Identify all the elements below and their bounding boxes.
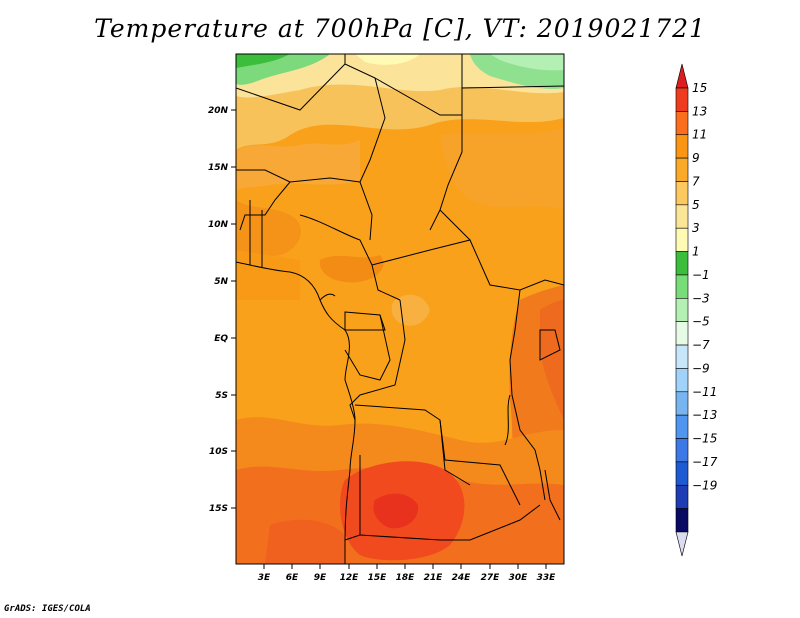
field-coast-patch — [236, 250, 300, 300]
colorbar-box — [675, 391, 689, 416]
colorbar-label: −17 — [692, 455, 718, 469]
lon-label-6e: 6E — [286, 573, 299, 583]
bioko — [319, 293, 336, 301]
colorbar-label: 15 — [692, 81, 707, 95]
lon-label-27e: 27E — [481, 573, 501, 583]
colorbar-box — [675, 111, 689, 136]
colorbar-label: 13 — [692, 104, 707, 118]
colorbar-box — [675, 321, 689, 346]
lat-label-15n: 15N — [208, 163, 229, 173]
lon-label-12e: 12E — [340, 573, 360, 583]
lat-label-eq: EQ — [214, 334, 228, 344]
field-congo-light — [391, 294, 430, 326]
colorbar-box — [675, 274, 689, 299]
colorbar-label: 9 — [692, 151, 700, 165]
coastline — [236, 261, 356, 564]
border-niger-chad — [236, 63, 386, 241]
colorbar-box — [675, 438, 689, 463]
border-east-lakes — [509, 289, 546, 501]
colorbar-box — [675, 251, 689, 276]
field-green-east-light — [490, 54, 564, 71]
lon-label-18e: 18E — [396, 573, 416, 583]
colorbar-label: 5 — [692, 198, 700, 212]
border-lake-victoria — [539, 329, 561, 361]
colorbar-box — [675, 227, 689, 252]
colorbar-label: 1 — [692, 245, 700, 259]
lat-label-10s: 10S — [209, 447, 228, 457]
lon-label-3e: 3E — [258, 573, 271, 583]
border-burkina — [239, 181, 291, 231]
lon-label-9e: 9E — [314, 573, 327, 583]
lat-label-20n: 20N — [208, 106, 229, 116]
colorbar-box — [675, 508, 689, 533]
border-nigeria-cameroon — [299, 214, 401, 301]
border-malawi — [544, 469, 561, 521]
chart-title: Temperature at 700hPa [C], VT: 201902172… — [94, 14, 706, 43]
border-angola-drc — [354, 404, 521, 506]
colorbar-box — [675, 484, 689, 509]
lat-label-5n: 5N — [214, 277, 228, 287]
colorbar-top-triangle — [675, 63, 689, 89]
colorbar-box — [675, 461, 689, 486]
border-sudan-ss — [439, 209, 471, 241]
border-car-sudan — [371, 239, 564, 291]
colorbar-bottom-triangle — [675, 531, 689, 557]
field-green-west-dark — [236, 54, 290, 68]
lon-axis: 3E 6E 9E 12E 15E 18E 21E 24E 27E 30E 33E — [258, 564, 556, 583]
field-sahel-band — [236, 140, 360, 190]
colorbar-box — [675, 414, 689, 439]
border-congo-drc — [349, 299, 406, 421]
atlantic-coast — [236, 261, 356, 564]
border-benin-togo — [249, 200, 263, 268]
field-sudan-band — [440, 128, 564, 210]
colorbar-box — [675, 344, 689, 369]
field-cameroon-patch — [319, 255, 384, 283]
field-southwest-hot — [265, 519, 345, 564]
colorbar-label: −3 — [692, 291, 710, 305]
lat-axis: 20N 15N 10N 5N EQ 5S 10S 15S — [208, 106, 236, 514]
lon-label-21e: 21E — [424, 573, 444, 583]
colorbar-label: −19 — [692, 478, 717, 492]
lat-label-15s: 15S — [209, 504, 228, 514]
lon-label-30e: 30E — [509, 573, 529, 583]
country-borders — [236, 54, 564, 541]
field-westafrica-patch — [236, 200, 301, 257]
colorbar-box — [675, 181, 689, 206]
colorbar-box — [675, 368, 689, 393]
colorbar-label: −13 — [692, 408, 717, 422]
colorbar-box — [675, 134, 689, 159]
border-eq-guinea — [344, 311, 386, 331]
colorbar-box — [675, 204, 689, 229]
colorbar-label: 11 — [692, 128, 707, 142]
lon-label-15e: 15E — [368, 573, 388, 583]
colorbar-label: −5 — [692, 315, 710, 329]
lon-label-33e: 33E — [537, 573, 557, 583]
field-pale-patch — [355, 54, 420, 65]
colorbar-label: −11 — [692, 385, 717, 399]
colorbar-label: −9 — [692, 361, 710, 375]
border-angola-zambia — [439, 419, 471, 486]
colorbar-label: −1 — [692, 268, 710, 282]
colorbar-label: 3 — [692, 221, 700, 235]
colorbar-label: −15 — [692, 432, 717, 446]
grads-credit: GrADS: IGES/COLA — [4, 604, 91, 614]
colorbar-label: −7 — [692, 338, 710, 352]
map-frame — [235, 53, 565, 565]
temperature-field — [236, 54, 564, 564]
border-namibia — [359, 504, 541, 541]
colorbar-box — [675, 87, 689, 112]
field-hot-center — [373, 493, 419, 529]
colorbar-box — [675, 298, 689, 322]
lat-label-5s: 5S — [215, 391, 228, 401]
colorbar-box — [675, 157, 689, 182]
colorbar: 15 13 11 9 7 5 3 1 −1 −3 −5 −7 −9 −11 −13 −15 −17 −19 — [675, 63, 718, 557]
border-lake-tanganyika — [504, 394, 511, 446]
border-gabon-congo — [344, 314, 391, 381]
lat-label-10n: 10N — [208, 220, 229, 230]
lon-label-24e: 24E — [452, 573, 472, 583]
colorbar-label: 7 — [692, 174, 700, 188]
border-egypt — [461, 85, 564, 89]
